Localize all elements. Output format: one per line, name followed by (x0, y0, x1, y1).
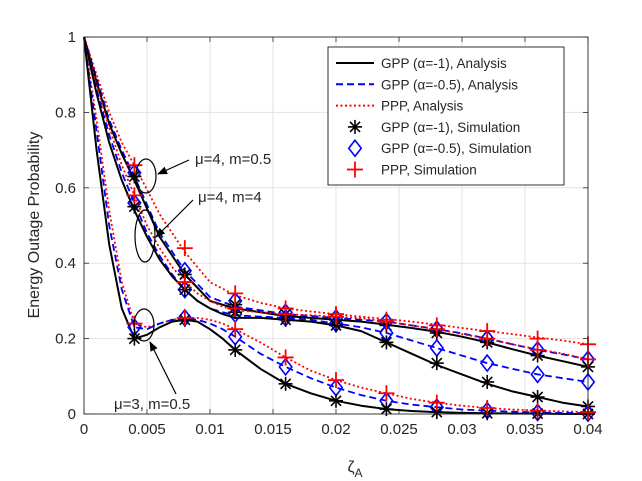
x-tick-label: 0.025 (380, 421, 418, 438)
x-tick-label: 0.03 (447, 421, 476, 438)
x-tick-label: 0.015 (254, 421, 292, 438)
sim-marker-gpp-a1 (228, 342, 243, 357)
sim-marker-ppp (328, 308, 344, 325)
sim-marker-gpp-a1 (127, 199, 142, 214)
sim-marker-ppp (428, 321, 445, 338)
analysis-line-ppp-group0 (83, 36, 589, 346)
analysis-line-gpp_a05-group1 (83, 36, 589, 383)
sim-marker-gpp-a1 (278, 376, 293, 391)
analysis-line-gpp_a1-group2 (83, 36, 588, 415)
sim-marker-gpp-a05 (278, 357, 293, 377)
sim-marker-gpp-a1 (530, 390, 545, 405)
sim-marker-ppp (126, 157, 143, 174)
sim-marker-gpp-a05 (429, 338, 445, 358)
sim-marker-gpp-a1 (329, 318, 343, 333)
y-tick-label: 0.4 (55, 255, 76, 272)
x-tick-label: 0 (80, 421, 88, 438)
annotation-label-mu3-m05: μ=3, m=0.5 (114, 396, 190, 413)
legend-swatch-3 (348, 119, 362, 134)
x-tick-label: 0.035 (506, 421, 544, 438)
legend-label-0: GPP (α=-1), Analysis (381, 56, 507, 71)
sim-marker-gpp-a1 (429, 356, 444, 371)
sim-marker-ppp (479, 399, 496, 416)
legend-box (327, 46, 565, 186)
y-tick-label: 0.6 (55, 180, 76, 197)
legend-swatch-5 (347, 161, 363, 178)
sim-marker-ppp (378, 313, 395, 330)
sim-marker-gpp-a1 (329, 393, 343, 408)
legend-label-2: PPP, Analysis (381, 99, 464, 114)
sim-marker-gpp-a05 (479, 353, 495, 373)
annotation-ellipse-mu3-m05 (133, 308, 155, 342)
annotation-arrow-mu3-m05 (149, 341, 177, 395)
sim-marker-ppp (529, 402, 546, 419)
sim-marker-ppp (529, 341, 546, 358)
x-tick-label: 0.04 (573, 421, 602, 438)
y-tick-label: 1 (68, 29, 76, 46)
sim-marker-ppp (227, 300, 244, 317)
annotation-arrow-mu4-m4 (155, 199, 194, 238)
sim-marker-gpp-a1 (429, 405, 444, 420)
legend-label-4: GPP (α=-0.5), Simulation (381, 141, 532, 156)
sim-marker-ppp (277, 349, 294, 366)
sim-marker-gpp-a05 (177, 280, 193, 299)
annotation-arrow-mu4-m05 (157, 159, 190, 175)
analysis-line-gpp_a05-group2 (83, 36, 589, 415)
axes (83, 36, 589, 415)
axes-frame (83, 36, 589, 415)
annotation-label-mu4-m4: μ=4, m=4 (198, 189, 262, 206)
sim-marker-ppp (126, 187, 143, 204)
y-tick-label: 0.8 (55, 104, 76, 121)
sim-marker-ppp (428, 394, 445, 411)
x-tick-label: 0.01 (195, 421, 224, 438)
sim-marker-ppp (227, 285, 244, 302)
legend-label-1: GPP (α=-0.5), Analysis (381, 77, 518, 92)
legend-label-5: PPP, Simulation (381, 163, 477, 178)
x-tick-label: 0.02 (321, 421, 350, 438)
legend: GPP (α=-1), Analysis GPP (α=-0.5), Analys… (327, 46, 565, 186)
tick-labels: 0 0.005 0.01 0.015 0.02 0.025 0.03 0.035 0.04 0 0.… (55, 29, 602, 438)
annotation-label-mu4-m05: μ=4, m=0.5 (195, 151, 271, 168)
legend-label-3: GPP (α=-1), Simulation (381, 120, 520, 135)
sim-marker-ppp (277, 306, 294, 323)
y-tick-label: 0.2 (55, 331, 76, 348)
y-tick-label: 0 (68, 406, 76, 423)
sim-marker-ppp (479, 330, 496, 347)
sim-marker-ppp (176, 274, 193, 291)
analysis-line-gpp_a1-group1 (83, 36, 589, 408)
annotation-ellipse-mu4-m4 (134, 209, 156, 263)
y-axis-label: Energy Outage Probability (26, 132, 43, 319)
analysis-line-ppp-group2 (83, 36, 589, 413)
x-axis-label: ζA (347, 459, 362, 480)
legend-swatch-4 (347, 138, 363, 158)
sim-marker-ppp (176, 309, 193, 326)
sim-marker-gpp-a1 (379, 335, 394, 350)
simulation-markers (126, 157, 596, 423)
sim-marker-ppp (328, 372, 344, 389)
sim-marker-ppp (176, 240, 193, 257)
sim-marker-ppp (378, 385, 395, 402)
sim-marker-gpp-a1 (480, 374, 495, 389)
annotation-ellipse-mu4-m05 (135, 158, 157, 194)
annotations: μ=4, m=0.5 μ=4, m=4 μ=3, m=0.5 (114, 151, 271, 413)
x-axis-label-text: ζA (347, 459, 362, 480)
sim-marker-ppp (227, 321, 244, 338)
sim-marker-gpp-a05 (530, 365, 545, 384)
x-tick-label: 0.005 (128, 421, 166, 438)
analysis-line-gpp_a05-group0 (83, 36, 589, 361)
